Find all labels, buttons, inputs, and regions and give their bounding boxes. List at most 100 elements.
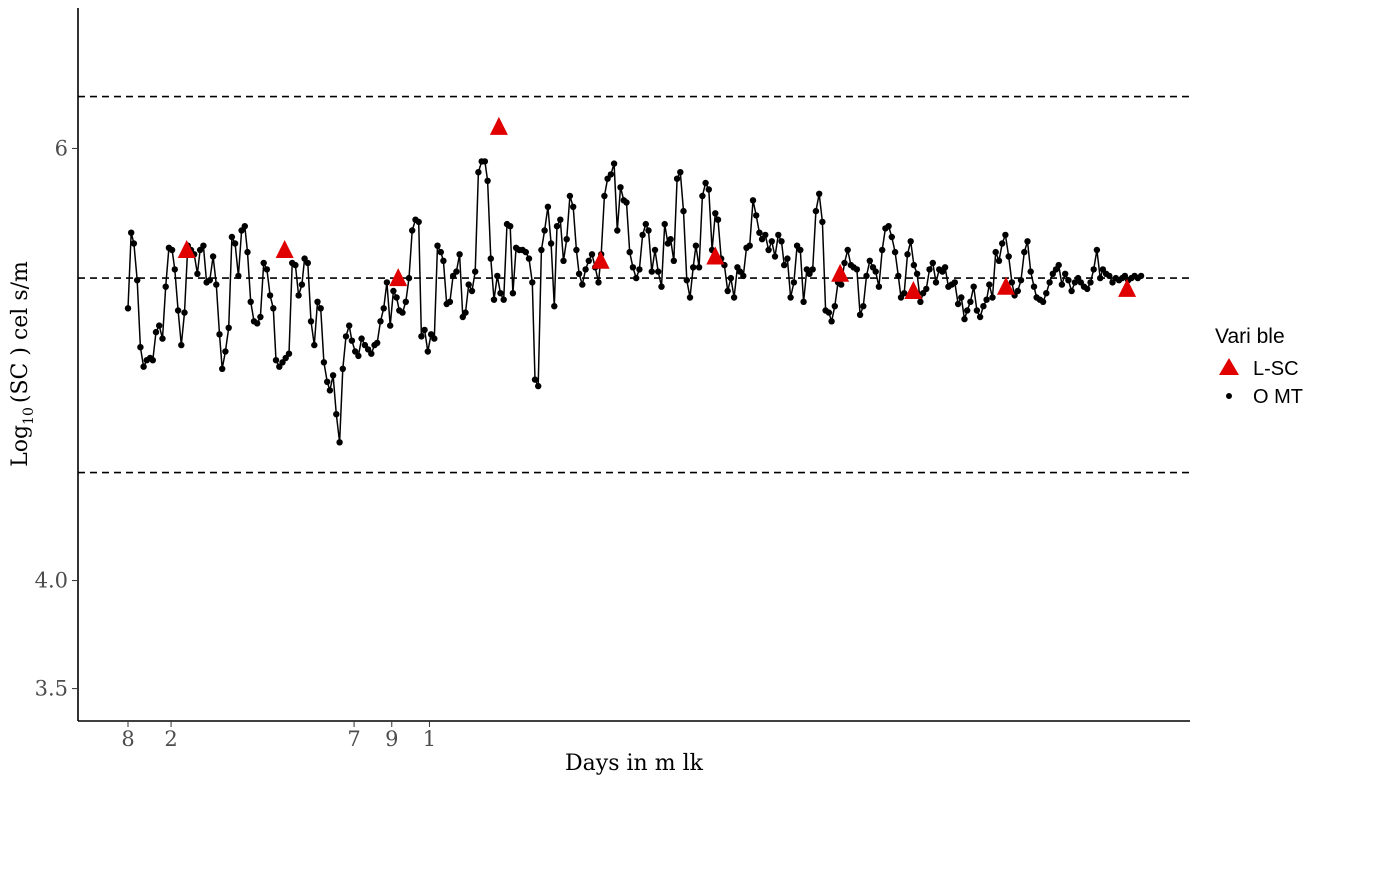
data-point-omt <box>986 281 993 288</box>
data-point-omt <box>686 294 694 301</box>
data-point-omt <box>380 305 387 312</box>
data-point-omt <box>901 290 908 297</box>
data-point-omt <box>522 248 529 256</box>
data-point-omt <box>257 313 264 321</box>
data-point-omt <box>740 272 747 280</box>
data-point-omt <box>585 257 592 264</box>
data-point-omt <box>932 279 940 286</box>
data-point-omt <box>225 324 232 331</box>
legend: Vari ble L-SC O MT <box>1215 325 1303 408</box>
data-point-omt <box>244 248 251 256</box>
data-point-omt <box>1084 285 1091 293</box>
data-point-omt <box>753 212 760 219</box>
data-point-omt <box>1090 266 1097 273</box>
data-point-omt <box>951 279 958 286</box>
data-point-lsc <box>275 239 294 258</box>
data-point-omt <box>1046 279 1053 286</box>
data-point-omt <box>907 238 914 245</box>
data-point-omt <box>292 261 299 269</box>
data-point-omt <box>216 331 223 338</box>
data-point-omt <box>547 240 555 247</box>
data-point-omt <box>368 350 375 357</box>
data-point-omt <box>828 318 835 325</box>
data-point-omt <box>1065 277 1072 284</box>
data-point-lsc <box>1118 278 1137 297</box>
data-point-omt <box>307 318 315 325</box>
data-point-omt <box>1049 270 1057 277</box>
data-point-lsc <box>904 281 923 300</box>
data-point-omt <box>904 251 911 258</box>
data-point-omt <box>639 231 646 239</box>
data-point-omt <box>531 376 539 383</box>
data-point-omt <box>551 303 558 310</box>
data-point-omt <box>320 359 328 366</box>
data-point-omt <box>462 309 469 316</box>
data-point-omt <box>1087 279 1094 286</box>
data-point-omt <box>879 246 886 254</box>
data-point-lsc <box>389 268 408 287</box>
data-point-omt <box>500 296 507 303</box>
data-point-omt <box>156 322 163 329</box>
data-point-omt <box>917 298 924 305</box>
data-point-omt <box>1106 272 1113 280</box>
data-point-omt <box>712 210 719 217</box>
data-point-omt <box>595 279 602 286</box>
data-point-omt <box>980 303 987 310</box>
data-point-omt <box>557 216 564 223</box>
x-tick-label-3: 9 <box>385 727 398 751</box>
data-point-omt <box>797 246 804 254</box>
data-point-omt <box>418 333 425 340</box>
data-point-omt <box>1099 266 1107 273</box>
data-point-omt <box>806 270 813 277</box>
data-point-omt <box>137 344 144 351</box>
data-point-omt <box>1021 248 1028 256</box>
data-point-omt <box>816 190 823 197</box>
y-axis-ticks: 3.5 4.0 6 <box>35 136 78 701</box>
data-point-omt <box>541 227 548 234</box>
data-point-omt <box>484 177 491 184</box>
data-point-omt <box>1008 279 1016 286</box>
data-point-omt <box>346 322 353 329</box>
data-point-omt <box>768 238 775 245</box>
data-point-omt <box>888 233 895 241</box>
data-point-omt <box>1005 253 1012 260</box>
data-point-omt <box>440 257 447 264</box>
data-point-omt <box>247 298 254 305</box>
data-point-omt <box>228 233 236 241</box>
data-point-omt <box>614 227 621 234</box>
x-tick-label-4: 1 <box>423 727 436 751</box>
data-point-omt <box>272 357 280 364</box>
data-point-omt <box>149 357 156 364</box>
data-point-omt <box>648 268 655 275</box>
svg-text:Log10(SC ) cel s/m: Log10 (SC ) cel s/m <box>8 261 37 467</box>
data-point-omt <box>1055 261 1062 269</box>
data-point-omt <box>642 220 649 228</box>
data-point-omt <box>690 264 697 271</box>
data-point-omt <box>983 296 990 303</box>
data-point-omt <box>860 303 867 310</box>
data-point-omt <box>838 281 845 288</box>
data-point-omt <box>954 300 962 308</box>
data-point-omt <box>976 313 984 321</box>
data-point-omt <box>333 411 340 418</box>
data-point-omt <box>765 246 772 254</box>
data-point-omt <box>497 290 504 297</box>
data-point-omt <box>374 339 381 347</box>
data-point-omt <box>194 270 201 277</box>
data-point-omt <box>1097 274 1104 282</box>
data-point-omt <box>1093 246 1101 254</box>
data-point-omt <box>958 294 965 301</box>
data-point-omt <box>800 298 807 305</box>
data-point-omt <box>124 305 132 312</box>
data-point-omt <box>784 255 791 262</box>
data-point-omt <box>339 365 346 372</box>
series-line-layer <box>127 160 1142 444</box>
data-point-omt <box>285 350 293 357</box>
data-point-omt <box>421 326 428 334</box>
data-point-omt <box>352 348 359 355</box>
y-tick-label-0: 3.5 <box>35 677 68 701</box>
data-point-omt <box>724 287 731 295</box>
data-point-omt <box>819 218 826 226</box>
data-point-omt <box>525 255 533 262</box>
data-point-omt <box>393 294 400 301</box>
